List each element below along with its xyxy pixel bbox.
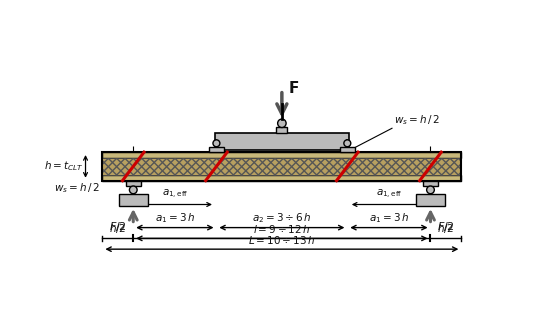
Bar xyxy=(102,158,461,175)
Bar xyxy=(102,158,461,175)
Bar xyxy=(102,152,461,181)
Text: $a_2 = 3\div 6\,h$: $a_2 = 3\div 6\,h$ xyxy=(252,211,312,224)
Bar xyxy=(125,181,141,186)
Bar xyxy=(340,147,355,152)
Bar xyxy=(416,194,445,206)
Text: $a_{1,\mathrm{eff}}$: $a_{1,\mathrm{eff}}$ xyxy=(162,188,188,202)
Bar xyxy=(277,127,287,133)
Bar xyxy=(119,194,148,206)
Circle shape xyxy=(344,140,351,147)
Text: $w_s = h\,/\,2$: $w_s = h\,/\,2$ xyxy=(394,114,440,127)
Text: $a_{1,\mathrm{eff}}$: $a_{1,\mathrm{eff}}$ xyxy=(376,188,402,202)
Circle shape xyxy=(278,119,286,127)
Circle shape xyxy=(213,140,220,147)
Bar xyxy=(102,152,461,158)
Bar xyxy=(209,147,224,152)
Text: $h/2$: $h/2$ xyxy=(109,222,126,235)
Text: $w_s = h\,/\,2$: $w_s = h\,/\,2$ xyxy=(54,181,100,195)
Text: $h/2$: $h/2$ xyxy=(437,222,454,235)
Circle shape xyxy=(129,186,137,194)
Bar xyxy=(214,133,349,150)
Circle shape xyxy=(427,186,434,194)
Bar xyxy=(423,181,438,186)
Text: $l = 9\div 12\,h$: $l = 9\div 12\,h$ xyxy=(253,223,311,235)
Text: $F/2$: $F/2$ xyxy=(109,220,127,233)
Text: $L = 10\div 13\,h$: $L = 10\div 13\,h$ xyxy=(248,234,316,246)
Text: $a_1 = 3\,h$: $a_1 = 3\,h$ xyxy=(369,211,409,224)
Text: $F/2$: $F/2$ xyxy=(437,220,454,233)
Bar xyxy=(102,175,461,181)
Text: $h = t_{CLT}$: $h = t_{CLT}$ xyxy=(44,160,83,173)
Bar xyxy=(102,158,461,175)
Text: $a_1 = 3\,h$: $a_1 = 3\,h$ xyxy=(155,211,195,224)
Text: F: F xyxy=(289,81,299,96)
